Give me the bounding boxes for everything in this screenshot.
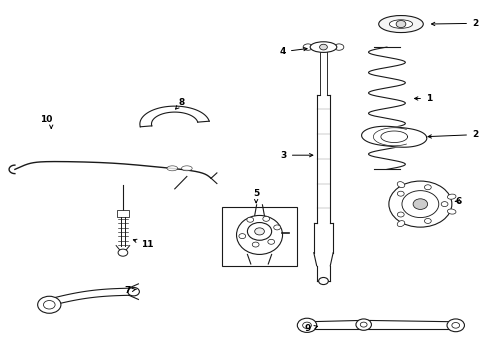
Circle shape <box>247 222 271 240</box>
Circle shape <box>255 228 265 235</box>
Ellipse shape <box>447 209 456 214</box>
Circle shape <box>274 225 280 230</box>
Circle shape <box>263 216 270 221</box>
Circle shape <box>44 301 55 309</box>
Circle shape <box>118 249 128 256</box>
Circle shape <box>319 44 327 50</box>
Circle shape <box>441 202 448 207</box>
Circle shape <box>356 319 371 330</box>
Ellipse shape <box>397 182 405 188</box>
Circle shape <box>424 185 431 190</box>
Text: 4: 4 <box>280 47 307 56</box>
Circle shape <box>424 219 431 224</box>
Text: 8: 8 <box>175 98 185 109</box>
Circle shape <box>389 181 452 227</box>
Text: 10: 10 <box>40 115 52 124</box>
Ellipse shape <box>379 15 423 32</box>
FancyBboxPatch shape <box>117 210 129 217</box>
Ellipse shape <box>237 215 283 255</box>
Text: 11: 11 <box>133 239 153 249</box>
Text: 2: 2 <box>432 19 478 28</box>
Ellipse shape <box>167 166 178 171</box>
Polygon shape <box>362 126 427 147</box>
Circle shape <box>397 212 404 217</box>
Circle shape <box>252 242 259 247</box>
Circle shape <box>38 296 61 313</box>
Circle shape <box>413 199 428 210</box>
Text: 3: 3 <box>281 151 313 160</box>
Circle shape <box>268 239 274 244</box>
Circle shape <box>452 323 460 328</box>
Circle shape <box>360 322 367 327</box>
Ellipse shape <box>447 194 456 199</box>
Circle shape <box>447 319 465 332</box>
Text: 7: 7 <box>124 286 137 295</box>
Circle shape <box>303 322 311 329</box>
Ellipse shape <box>334 44 344 50</box>
Ellipse shape <box>310 42 337 53</box>
Circle shape <box>128 287 139 296</box>
Circle shape <box>397 191 404 196</box>
Circle shape <box>247 217 254 222</box>
Ellipse shape <box>303 44 313 50</box>
Text: 2: 2 <box>428 130 478 139</box>
Circle shape <box>318 278 328 284</box>
Circle shape <box>396 21 406 28</box>
Circle shape <box>239 234 245 239</box>
Ellipse shape <box>390 20 413 28</box>
Text: 5: 5 <box>253 189 259 198</box>
Ellipse shape <box>397 221 405 226</box>
Circle shape <box>297 318 317 332</box>
Ellipse shape <box>181 166 192 171</box>
Text: 1: 1 <box>415 94 432 103</box>
FancyBboxPatch shape <box>222 207 297 266</box>
Circle shape <box>402 191 439 217</box>
Text: 6: 6 <box>455 197 461 206</box>
Text: 9: 9 <box>305 324 318 333</box>
